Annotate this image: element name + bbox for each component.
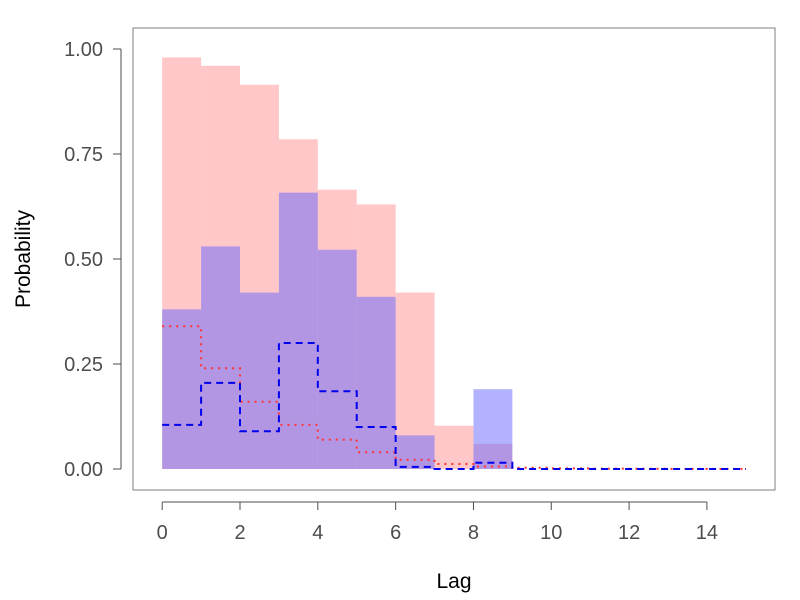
y-tick-label-0.25: 0.25 [64,354,103,376]
y-tick-label-0.50: 0.50 [64,249,103,271]
x-tick-label-0: 0 [157,522,168,544]
plot-frame [132,27,776,491]
y-tick-label-1.00: 1.00 [64,39,103,61]
y-tick-label-0.75: 0.75 [64,144,103,166]
step-line-series-4 [162,342,746,470]
bar-series-2-bin-4 [317,249,357,469]
bar-series-2-bin-0 [162,309,202,469]
bar-series-2-bin-3 [278,192,318,469]
bar-series-2-bin-2 [240,292,279,469]
bar-series-2-bin-5 [356,296,396,469]
x-tick-label-14: 14 [696,522,718,544]
y-axis-title: Probability [12,209,35,308]
bar-series-2-bin-1 [201,246,240,469]
axes-layer: 0 2 4 6 8 10 12 14 0.00 0.25 0.50 0.75 1.00 [64,39,718,544]
bar-series-2-bin-8 [473,389,513,469]
x-tick-label-2: 2 [234,522,245,544]
x-tick-label-8: 8 [468,522,479,544]
x-tick-label-10: 10 [540,522,562,544]
lines-layer [162,325,746,470]
x-tick-label-4: 4 [312,522,323,544]
bar-series-1-bin-7 [434,425,474,469]
bars-layer [162,57,513,470]
x-tick-label-6: 6 [390,522,401,544]
y-tick-label-0.00: 0.00 [64,459,103,481]
x-tick-label-12: 12 [618,522,640,544]
bar-series-2-bin-6 [395,435,435,469]
x-axis-title: Lag [436,570,471,593]
